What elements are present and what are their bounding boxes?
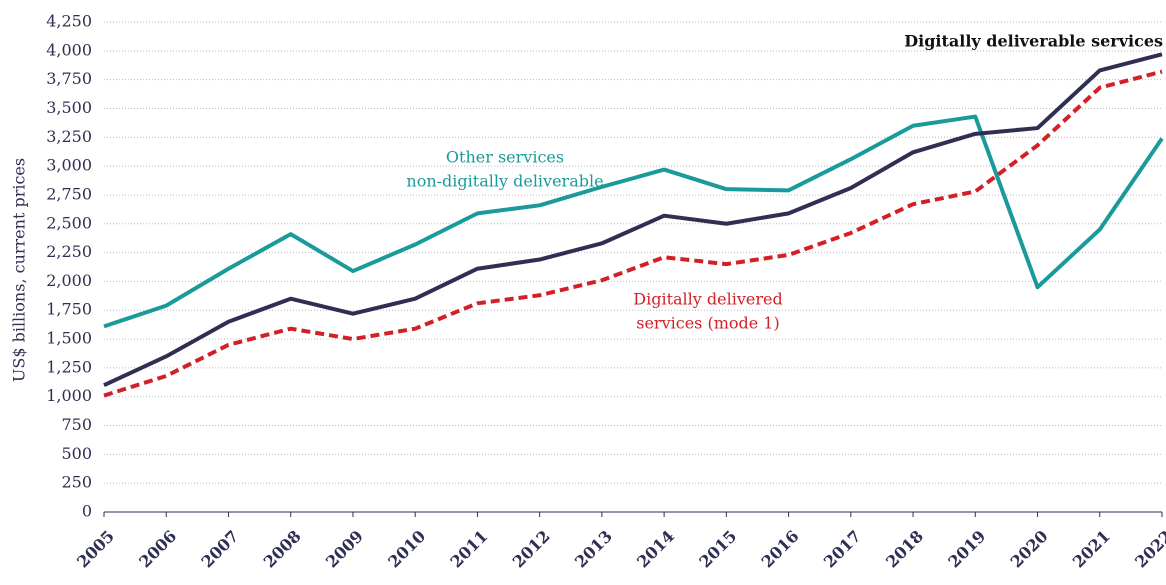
y-tick-label: 4,250 [46, 12, 92, 31]
x-tick-label: 2009 [322, 527, 367, 572]
y-tick-label: 1,000 [46, 386, 92, 405]
y-tick-label: 1,250 [46, 357, 92, 376]
y-tick-label: 3,500 [46, 98, 92, 117]
y-tick-label: 500 [61, 444, 92, 463]
x-tick-label: 2007 [198, 527, 243, 572]
y-tick-label: 1,500 [46, 329, 92, 348]
x-tick-label: 2016 [758, 527, 803, 572]
x-tick-label: 2020 [1007, 527, 1052, 572]
x-tick-label: 2010 [384, 527, 429, 572]
series-label: non-digitally deliverable [406, 172, 603, 191]
y-tick-label: 3,250 [46, 127, 92, 146]
y-axis-label: US$ billions, current prices [10, 158, 29, 382]
y-tick-label: 2,250 [46, 242, 92, 261]
y-tick-label: 1,750 [46, 300, 92, 319]
series-label: Digitally deliverable services [904, 32, 1163, 51]
x-tick-label: 2013 [571, 527, 616, 572]
y-tick-label: 4,000 [46, 40, 92, 59]
x-tick-label: 2006 [135, 527, 180, 572]
y-tick-label: 3,750 [46, 69, 92, 88]
y-tick-label: 3,000 [46, 156, 92, 175]
x-tick-label: 2019 [944, 527, 989, 572]
x-tick-label: 2022 [1131, 527, 1166, 572]
x-tick-label: 2021 [1069, 527, 1114, 572]
y-tick-label: 2,750 [46, 184, 92, 203]
y-tick-label: 250 [61, 473, 92, 492]
x-tick-label: 2015 [695, 527, 740, 572]
x-tick-label: 2008 [260, 527, 305, 572]
x-tick-label: 2018 [882, 527, 927, 572]
series-label: Other services [446, 148, 564, 167]
series-line [103, 69, 1163, 398]
x-tick-label: 2014 [633, 527, 678, 572]
series-label: Digitally delivered [633, 290, 782, 309]
x-tick-label: 2017 [820, 527, 865, 572]
y-tick-label: 750 [61, 415, 92, 434]
y-tick-label: 2,000 [46, 271, 92, 290]
series-line [103, 114, 1164, 329]
x-tick-label: 2012 [509, 527, 554, 572]
y-tick-label: 0 [82, 502, 92, 521]
x-tick-label: 2011 [446, 527, 491, 572]
y-tick-label: 2,500 [46, 213, 92, 232]
series-label: services (mode 1) [636, 314, 779, 333]
x-tick-label: 2005 [73, 527, 118, 572]
series-line [103, 52, 1163, 387]
